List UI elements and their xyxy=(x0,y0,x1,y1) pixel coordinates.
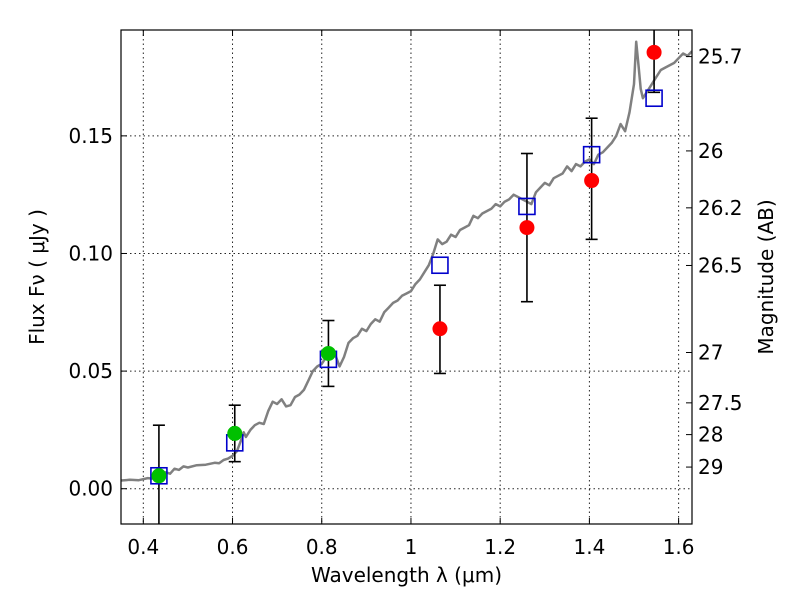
observed-flux-point xyxy=(584,173,600,189)
y2-tick-label: 26.2 xyxy=(698,196,743,220)
y2-tick-label: 28 xyxy=(698,423,723,447)
x-axis-title: Wavelength λ (μm) xyxy=(311,563,502,587)
y2-tick-label: 27 xyxy=(698,341,723,365)
y-tick-label: 0.10 xyxy=(68,241,113,265)
observed-flux-point xyxy=(151,468,167,484)
y-tick-label: 0.00 xyxy=(68,477,113,501)
model-photometry-square xyxy=(431,256,449,275)
x-tick-label: 1.6 xyxy=(663,535,695,559)
plot-area xyxy=(121,30,692,524)
axis-ticks: 0.4 0.6 0.8 1 1.2 1.4 1.6 0.00 0.05 0.10 0.15 25.7 2… xyxy=(68,30,743,559)
x-tick-label: 1.2 xyxy=(484,535,516,559)
y2-tick-label: 27.5 xyxy=(698,391,743,415)
y-axis-title: Flux Fν ( μJy ) xyxy=(25,209,49,345)
grid xyxy=(121,30,692,524)
model-photometry-square xyxy=(582,145,601,164)
y2-axis-title: Magnitude (AB) xyxy=(754,199,778,354)
y2-tick-label: 26.5 xyxy=(698,253,743,277)
y2-tick-label: 26 xyxy=(698,139,723,163)
model-spectrum-line xyxy=(121,40,692,482)
plot-frame xyxy=(120,29,693,525)
model-photometry-square xyxy=(518,197,536,216)
y2-tick-label: 25.7 xyxy=(698,45,743,69)
x-tick-label: 0.4 xyxy=(127,535,159,559)
observed-flux-point xyxy=(432,321,448,337)
y-tick-label: 0.05 xyxy=(68,359,113,383)
x-tick-label: 1 xyxy=(405,535,418,559)
x-tick-label: 0.6 xyxy=(217,535,249,559)
y-tick-label: 0.15 xyxy=(68,124,113,148)
x-tick-label: 0.8 xyxy=(306,535,338,559)
x-tick-label: 1.4 xyxy=(573,535,605,559)
observed-flux-point xyxy=(227,425,243,441)
model-photometry-square xyxy=(645,89,663,108)
observed-flux-point xyxy=(646,44,662,60)
observed-flux-point xyxy=(320,345,336,361)
model-photometry-square xyxy=(150,466,168,485)
observed-flux-point xyxy=(519,220,535,236)
y2-tick-label: 29 xyxy=(698,455,723,479)
